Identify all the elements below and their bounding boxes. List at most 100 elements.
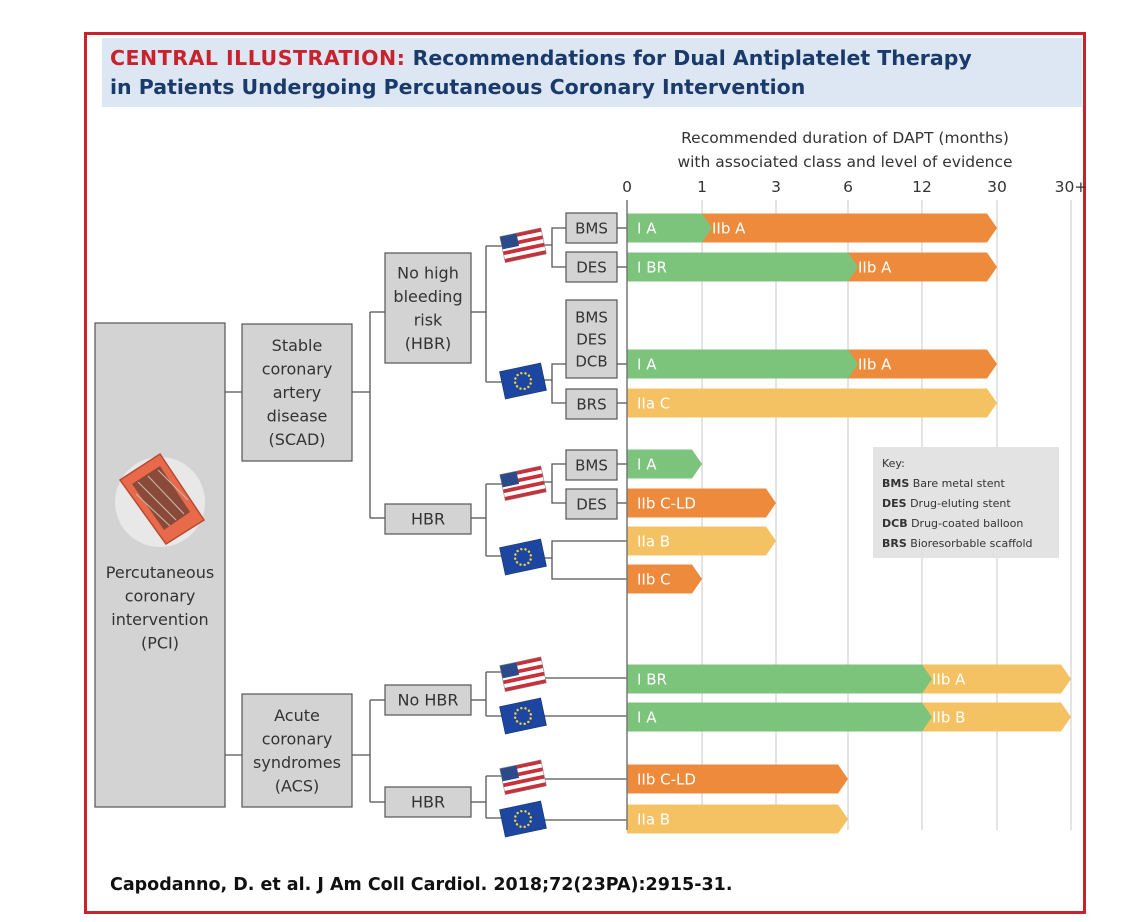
scad-node-label: disease xyxy=(267,407,328,426)
flag-stripe xyxy=(504,488,547,501)
axis-tick-label: 30 xyxy=(987,178,1007,196)
flag-star xyxy=(519,387,522,390)
flag-star xyxy=(515,720,519,723)
key-abbr: DES xyxy=(882,497,907,510)
scad-node xyxy=(241,323,353,462)
us-flag-icon-scad-no-hbr xyxy=(499,227,547,264)
flag-stripe xyxy=(503,246,546,259)
key-box xyxy=(873,447,1059,558)
pci-node-label: intervention xyxy=(111,610,208,629)
key-abbr: DCB xyxy=(882,517,908,530)
axis-title-line-2: with associated class and level of evide… xyxy=(677,153,1012,171)
hbr-scad-node-label: HBR xyxy=(411,510,445,529)
flag-star xyxy=(523,722,526,726)
flag-border xyxy=(499,759,547,796)
stent-box-bms-1-label: BMS xyxy=(575,220,608,238)
stent-box-des-1-label: DES xyxy=(576,259,607,277)
flag-star xyxy=(520,547,523,551)
bar-segment xyxy=(627,252,858,282)
flag-stripe xyxy=(503,675,546,688)
flag-canton xyxy=(499,233,520,250)
bar-label: IIb A xyxy=(932,671,966,689)
flag-field xyxy=(499,362,547,400)
acs-node-label: Acute xyxy=(274,706,320,725)
flag-star xyxy=(524,707,527,710)
eu1-to-bmsdescb xyxy=(542,363,566,381)
stent-box-des-2 xyxy=(565,488,618,520)
stent-box-bms-des-dcb xyxy=(565,299,618,379)
flag-star xyxy=(529,717,532,720)
eu-flag-icon-scad-no-hbr xyxy=(499,362,547,400)
stent-box-bms-des-dcb-label: DCB xyxy=(575,353,607,371)
flag-field xyxy=(499,538,547,576)
bar-segment xyxy=(848,252,997,282)
flag-star xyxy=(519,563,522,566)
bar-label: IIb A xyxy=(712,220,746,238)
header-band: CENTRAL ILLUSTRATION: Recommendations fo… xyxy=(102,38,1082,107)
axis-tick-label: 1 xyxy=(697,178,707,196)
bar-label: IIb B xyxy=(932,709,965,727)
eu-flag-icon-acs-hbr xyxy=(499,800,547,838)
title-prefix: CENTRAL ILLUSTRATION: xyxy=(110,46,406,70)
no-hbr-scad-node-label: risk xyxy=(414,310,443,329)
flag-star xyxy=(523,387,526,391)
hbr-scad-node xyxy=(384,503,472,535)
axis-tick-label: 3 xyxy=(771,178,781,196)
flag-star xyxy=(519,825,522,828)
bar-segment xyxy=(848,349,997,379)
bar-segment xyxy=(627,388,997,418)
pci-node-label: (PCI) xyxy=(141,634,179,653)
flag-star xyxy=(529,382,532,385)
bar-label: I A xyxy=(637,456,657,474)
flag-star xyxy=(513,716,517,719)
flag-stripe xyxy=(502,239,544,252)
pci-node-label: coronary xyxy=(125,587,196,606)
hbr-acs-node xyxy=(384,786,472,818)
flag-border xyxy=(499,656,547,693)
stent-box-bms-2 xyxy=(565,449,618,481)
key-desc: Bioresorbable scaffold xyxy=(907,537,1033,550)
stent-box-bms-1 xyxy=(565,212,618,244)
us2-to-bms xyxy=(542,463,566,483)
flag-star xyxy=(514,377,517,380)
no-hbr-acs-node xyxy=(384,684,472,716)
bar-segment xyxy=(627,804,848,834)
flag-star xyxy=(529,378,533,381)
us-flag-icon-acs-no-hbr xyxy=(499,656,547,693)
flag-stripe xyxy=(502,671,545,685)
flag-star xyxy=(515,385,519,388)
flag-stripe xyxy=(503,484,546,497)
bar-segment-chevron xyxy=(920,702,932,732)
key-item: BMS Bare metal stent xyxy=(882,477,1005,490)
flag-field xyxy=(499,697,547,735)
stent-box-brs-label: BRS xyxy=(576,396,606,414)
flag-star xyxy=(529,713,533,716)
flag-stripe xyxy=(502,242,545,256)
scad-node-label: coronary xyxy=(262,360,333,379)
us-flag-icon-acs-hbr xyxy=(499,759,547,796)
chart-axis: Recommended duration of DAPT (months) wit… xyxy=(622,129,1087,830)
stent-box-brs xyxy=(565,388,618,420)
us2-to-des xyxy=(551,482,566,504)
flag-field xyxy=(499,800,547,838)
flag-canton xyxy=(499,765,520,782)
stent-mesh-shape xyxy=(132,466,190,530)
flag-stripe xyxy=(504,250,547,263)
us-flag-icon-scad-hbr xyxy=(499,465,547,502)
flag-star xyxy=(516,373,519,377)
scad-node-label: Stable xyxy=(272,336,323,355)
flag-star xyxy=(527,374,531,377)
bar-segment xyxy=(627,564,702,594)
bar-segment xyxy=(627,349,858,379)
flag-canton xyxy=(499,662,520,679)
flag-stripe xyxy=(504,782,547,795)
flag-border xyxy=(499,227,547,264)
stent-mesh-lines xyxy=(135,469,189,527)
bar-segment xyxy=(627,449,702,479)
flag-star xyxy=(516,708,519,712)
flag-star xyxy=(520,809,523,813)
bar-label: I A xyxy=(637,356,657,374)
stent-box-des-1 xyxy=(565,251,618,283)
bar-segment xyxy=(627,764,848,794)
